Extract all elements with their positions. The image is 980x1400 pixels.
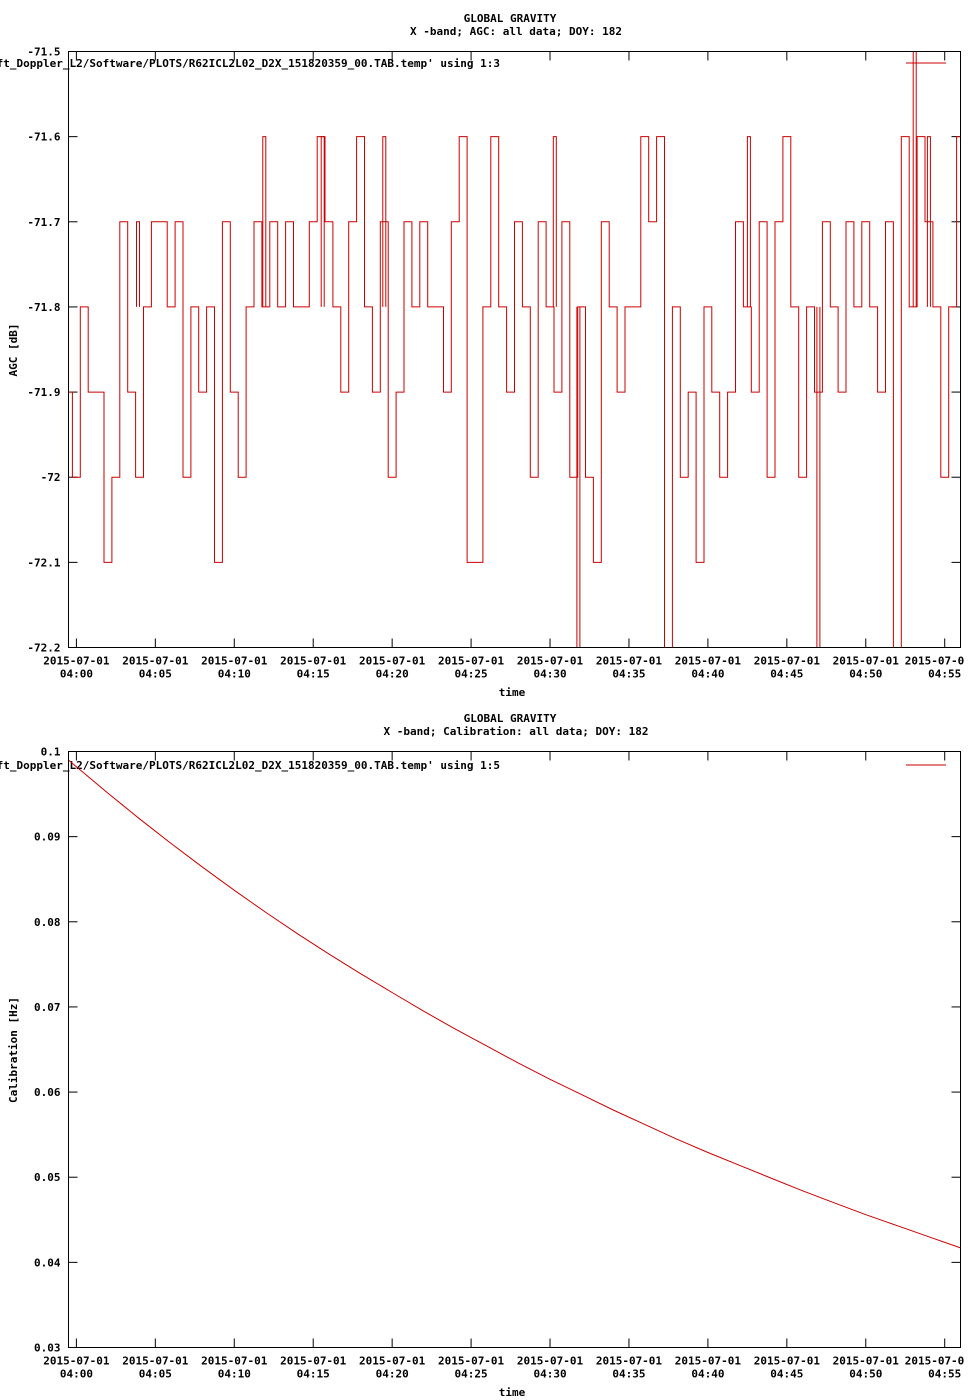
agc-chart-subtitle: X -band; AGC: all data; DOY: 182 bbox=[410, 25, 622, 38]
calibration-x-tick-date: 2015-07-01 bbox=[675, 1355, 742, 1368]
agc-chart-title: GLOBAL GRAVITY bbox=[464, 12, 557, 25]
calibration-x-tick-date: 2015-07-01 bbox=[438, 1355, 505, 1368]
agc-legend-label: 'Z:/ddswork/process_data/Soft_Doppler_L2… bbox=[0, 57, 500, 70]
calibration-x-tick-date: 2015-07-01 bbox=[280, 1355, 347, 1368]
agc-x-tick-time: 04:25 bbox=[455, 668, 488, 681]
agc-y-tick-label: -71.5 bbox=[27, 46, 60, 59]
calibration-x-tick-time: 04:35 bbox=[612, 1368, 645, 1381]
calibration-x-tick-time: 04:10 bbox=[218, 1368, 251, 1381]
agc-series-spike bbox=[136, 221, 140, 307]
calibration-x-tick-date: 2015-07-01 bbox=[833, 1355, 900, 1368]
agc-y-tick-label: -72.2 bbox=[27, 642, 60, 655]
agc-x-tick-date: 2015-07-01 bbox=[833, 655, 900, 668]
calibration-y-tick-label: 0.04 bbox=[34, 1256, 61, 1269]
calibration-x-tick-date: 2015-07-0 bbox=[905, 1355, 965, 1368]
agc-x-tick-date: 2015-07-01 bbox=[280, 655, 347, 668]
calibration-series-line bbox=[68, 759, 961, 1249]
agc-x-tick-time: 04:15 bbox=[297, 668, 330, 681]
agc-x-tick-time: 04:05 bbox=[139, 668, 172, 681]
agc-x-tick-time: 04:35 bbox=[612, 668, 645, 681]
agc-x-tick-date: 2015-07-01 bbox=[438, 655, 505, 668]
agc-y-tick-label: -71.8 bbox=[27, 301, 60, 314]
calibration-x-tick-time: 04:40 bbox=[691, 1368, 724, 1381]
calibration-chart-title: GLOBAL GRAVITY bbox=[464, 712, 557, 725]
agc-x-tick-time: 04:00 bbox=[60, 668, 93, 681]
calibration-y-tick-label: 0.06 bbox=[34, 1086, 61, 1099]
calibration-legend-label: 'Z:/ddswork/process_data/Soft_Doppler_L2… bbox=[0, 759, 500, 772]
calibration-y-tick-label: 0.07 bbox=[34, 1001, 61, 1014]
calibration-x-tick-time: 04:15 bbox=[297, 1368, 330, 1381]
calibration-x-tick-date: 2015-07-01 bbox=[122, 1355, 189, 1368]
calibration-x-tick-time: 04:00 bbox=[60, 1368, 93, 1381]
calibration-x-tick-time: 04:30 bbox=[533, 1368, 566, 1381]
calibration-y-tick-label: 0.05 bbox=[34, 1171, 61, 1184]
agc-x-tick-date: 2015-07-01 bbox=[201, 655, 268, 668]
calibration-x-tick-date: 2015-07-01 bbox=[754, 1355, 821, 1368]
calibration-x-tick-time: 04:05 bbox=[139, 1368, 172, 1381]
calibration-chart-subtitle: X -band; Calibration: all data; DOY: 182 bbox=[384, 725, 649, 738]
agc-x-tick-time: 04:45 bbox=[770, 668, 803, 681]
calibration-chart: GLOBAL GRAVITY X -band; Calibration: all… bbox=[0, 712, 964, 1399]
agc-y-tick-label: -72.1 bbox=[27, 556, 60, 569]
calibration-x-tick-time: 04:20 bbox=[376, 1368, 409, 1381]
agc-x-tick-time: 04:20 bbox=[376, 668, 409, 681]
agc-x-tick-time: 04:50 bbox=[849, 668, 882, 681]
agc-x-tick-time: 04:10 bbox=[218, 668, 251, 681]
agc-x-tick-date: 2015-07-01 bbox=[596, 655, 663, 668]
calibration-ticks: 0.10.090.080.070.060.050.040.032015-07-0… bbox=[34, 746, 964, 1381]
agc-y-tick-label: -71.9 bbox=[27, 386, 60, 399]
calibration-y-tick-label: 0.09 bbox=[34, 831, 61, 844]
agc-series bbox=[68, 51, 961, 648]
agc-x-tick-date: 2015-07-01 bbox=[359, 655, 426, 668]
agc-chart: GLOBAL GRAVITY X -band; AGC: all data; D… bbox=[0, 12, 964, 699]
agc-series-spike bbox=[262, 136, 267, 307]
agc-x-tick-date: 2015-07-01 bbox=[754, 655, 821, 668]
calibration-x-tick-time: 04:50 bbox=[849, 1368, 882, 1381]
calibration-x-tick-time: 04:55 bbox=[928, 1368, 961, 1381]
agc-series-spike bbox=[746, 136, 751, 307]
agc-ticks: -71.5-71.6-71.7-71.8-71.9-72-72.1-72.220… bbox=[27, 46, 964, 681]
calibration-x-tick-time: 04:45 bbox=[770, 1368, 803, 1381]
calibration-y-axis-label: Calibration [Hz] bbox=[7, 997, 20, 1103]
agc-y-tick-label: -71.6 bbox=[27, 131, 60, 144]
calibration-y-tick-label: 0.03 bbox=[34, 1342, 61, 1355]
calibration-x-tick-date: 2015-07-01 bbox=[201, 1355, 268, 1368]
agc-series-spike bbox=[576, 306, 581, 648]
calibration-x-tick-date: 2015-07-01 bbox=[517, 1355, 584, 1368]
agc-series-spike bbox=[912, 51, 917, 307]
agc-series-spike bbox=[926, 136, 931, 307]
agc-series-spike bbox=[816, 306, 821, 648]
calibration-x-tick-time: 04:25 bbox=[455, 1368, 488, 1381]
calibration-plot-border bbox=[68, 751, 961, 1348]
agc-x-tick-date: 2015-07-01 bbox=[122, 655, 189, 668]
calibration-y-tick-label: 0.1 bbox=[41, 746, 61, 759]
agc-series-spike bbox=[552, 136, 557, 307]
agc-x-tick-date: 2015-07-01 bbox=[43, 655, 110, 668]
agc-y-tick-label: -72 bbox=[41, 471, 61, 484]
agc-x-tick-time: 04:40 bbox=[691, 668, 724, 681]
agc-series-line bbox=[68, 136, 961, 648]
calibration-x-tick-date: 2015-07-01 bbox=[596, 1355, 663, 1368]
agc-x-tick-time: 04:55 bbox=[928, 668, 961, 681]
calibration-series bbox=[68, 759, 961, 1249]
agc-x-axis-label: time bbox=[499, 686, 526, 699]
agc-y-tick-label: -71.7 bbox=[27, 216, 60, 229]
agc-series-spike bbox=[382, 136, 387, 307]
calibration-y-tick-label: 0.08 bbox=[34, 916, 61, 929]
calibration-x-axis-label: time bbox=[499, 1386, 526, 1399]
agc-y-axis-label: AGC [dB] bbox=[7, 324, 20, 377]
agc-x-tick-time: 04:30 bbox=[533, 668, 566, 681]
agc-x-tick-date: 2015-07-01 bbox=[517, 655, 584, 668]
agc-x-tick-date: 2015-07-0 bbox=[905, 655, 965, 668]
agc-plot-border bbox=[68, 51, 961, 648]
calibration-x-tick-date: 2015-07-01 bbox=[359, 1355, 426, 1368]
agc-x-tick-date: 2015-07-01 bbox=[675, 655, 742, 668]
calibration-x-tick-date: 2015-07-01 bbox=[43, 1355, 110, 1368]
agc-series-spike bbox=[320, 136, 325, 307]
